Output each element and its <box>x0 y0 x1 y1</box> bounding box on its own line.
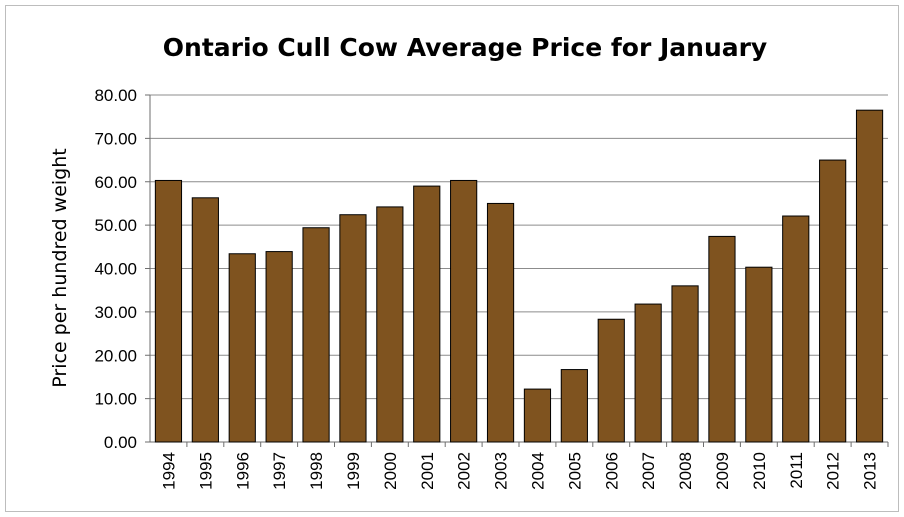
bar <box>708 235 736 443</box>
chart-title: Ontario Cull Cow Average Price for Janua… <box>163 33 767 62</box>
y-tick-label: 70.00 <box>94 129 137 148</box>
bar <box>265 251 293 443</box>
x-tick-label: 2000 <box>381 452 400 490</box>
bar <box>560 369 588 443</box>
y-axis-label: Price per hundred weight <box>49 148 71 387</box>
x-tick-label: 2005 <box>565 452 584 490</box>
y-tick-label: 50.00 <box>94 216 137 235</box>
x-tick-label: 1994 <box>159 452 178 490</box>
y-tick-label: 80.00 <box>94 86 137 105</box>
bar <box>634 303 662 443</box>
plot-area: 0.00 10.00 20.00 30.00 40.00 50.00 60.00 70.00 8… <box>94 86 889 490</box>
x-tick-label: 2011 <box>787 452 806 489</box>
bar <box>228 253 256 443</box>
x-tick-label: 2010 <box>750 452 769 490</box>
bar <box>486 202 515 443</box>
bar <box>819 159 847 443</box>
bar <box>523 388 552 443</box>
y-tick-label: 30.00 <box>94 303 137 322</box>
x-tick-label: 2002 <box>455 452 474 490</box>
x-tick-label: 2013 <box>861 452 880 490</box>
bar <box>154 179 183 443</box>
x-tick-label: 1999 <box>344 452 363 490</box>
bar <box>376 206 404 443</box>
y-tick-label: 10.00 <box>94 390 137 409</box>
y-tick-label: 60.00 <box>94 173 137 192</box>
y-tick-label: 40.00 <box>94 260 137 279</box>
x-tick-label: 1998 <box>307 452 326 490</box>
bar <box>597 318 625 443</box>
y-tick-label: 20.00 <box>94 346 137 365</box>
bar <box>302 227 330 443</box>
x-tick-label: 1996 <box>233 452 252 490</box>
bar <box>450 179 478 443</box>
x-tick-label: 2004 <box>528 452 547 490</box>
x-tick-label: 1997 <box>270 452 289 490</box>
x-tick-label: 2009 <box>713 452 732 490</box>
bar <box>191 197 219 443</box>
bar <box>745 266 773 443</box>
bar <box>855 109 884 443</box>
x-tick-label: 2007 <box>639 452 658 490</box>
bar <box>671 285 699 443</box>
x-tick-label: 2003 <box>492 452 511 490</box>
x-tick-label: 2008 <box>676 452 695 490</box>
bar <box>413 185 441 443</box>
x-tick-label: 2006 <box>602 452 621 490</box>
bar <box>339 214 367 443</box>
x-tick-label: 1995 <box>196 452 215 490</box>
bar <box>782 215 810 443</box>
x-tick-label: 2012 <box>824 452 843 490</box>
x-tick-label: 2001 <box>418 452 437 490</box>
y-tick-label: 0.00 <box>104 433 137 452</box>
